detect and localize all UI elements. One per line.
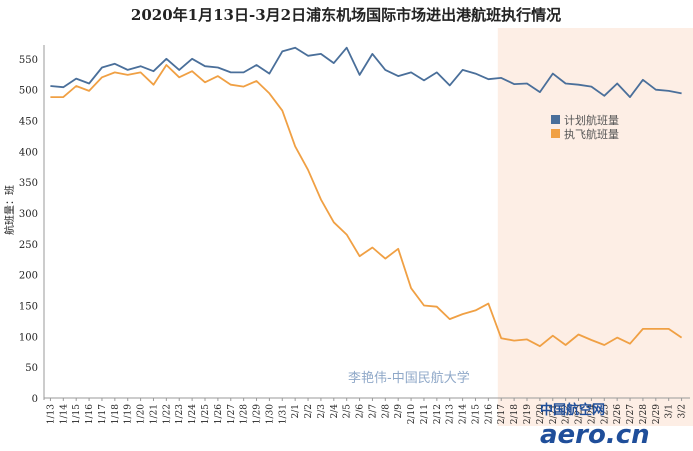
series-line-2: [50, 64, 683, 348]
logo-cn-text: 中国航空网: [540, 402, 605, 418]
x-tick-label: 1/31: [278, 404, 288, 424]
x-tick-label: 1/24: [188, 404, 198, 424]
legend-swatch-1: [551, 115, 560, 124]
y-tick-label: 100: [19, 332, 38, 343]
legend-label-2: 执飞航班量: [564, 127, 619, 141]
x-tick-label: 2/20: [536, 404, 546, 424]
x-tick-label: 2/3: [317, 404, 327, 419]
x-tick-label: 3/1: [665, 404, 675, 418]
x-tick-label: 1/21: [149, 404, 159, 424]
x-tick-label: 2/2: [304, 404, 314, 418]
x-tick-label: 2/1: [291, 404, 301, 418]
legend-label-1: 计划航班量: [564, 113, 619, 127]
x-ticks: 1/13 1/14 1/15 1/16 1/17 1/18 1/19 1/20 1/21 1/22…: [46, 398, 688, 424]
x-tick-label: 3/2: [678, 404, 688, 418]
x-tick-label: 2/16: [484, 404, 494, 424]
y-tick-label: 200: [19, 271, 38, 282]
x-tick-label: 2/23: [575, 404, 585, 424]
x-tick-label: 2/8: [381, 404, 391, 419]
y-tick-label: 350: [19, 178, 38, 189]
y-tick-label: 550: [19, 55, 38, 66]
y-axis-label: 航班量：班: [3, 185, 16, 235]
x-tick-label: 1/23: [175, 404, 185, 424]
x-tick-label: 2/28: [639, 404, 649, 424]
series-lines: [50, 46, 683, 348]
x-tick-label: 2/21: [549, 404, 559, 424]
y-tick-label: 450: [19, 117, 38, 128]
x-tick-label: 2/9: [394, 404, 404, 419]
x-tick-label: 2/13: [446, 404, 456, 424]
x-tick-label: 1/29: [253, 404, 263, 424]
x-tick-label: 1/18: [111, 404, 121, 424]
x-tick-label: 1/25: [201, 404, 211, 424]
y-tick-label: 0: [32, 394, 38, 405]
x-tick-label: 2/17: [497, 404, 507, 424]
x-tick-label: 2/29: [652, 404, 662, 424]
y-tick-label: 300: [19, 209, 38, 220]
x-tick-label: 2/5: [343, 404, 353, 419]
x-tick-label: 1/16: [85, 404, 95, 424]
x-tick-label: 1/17: [98, 404, 108, 424]
chart-title: 2020年1月13日-3月2日浦东机场国际市场进出港航班执行情况: [131, 6, 561, 24]
y-tick-label: 50: [25, 363, 38, 374]
x-tick-label: 2/22: [562, 404, 572, 424]
series-line-1: [50, 46, 682, 98]
x-tick-label: 2/7: [368, 404, 378, 419]
x-tick-label: 1/13: [46, 404, 56, 424]
forecast-region: [497, 28, 693, 426]
x-tick-label: 2/24: [587, 404, 597, 424]
x-tick-label: 2/10: [407, 404, 417, 424]
x-tick-label: 1/19: [124, 404, 134, 424]
x-tick-label: 2/14: [459, 404, 469, 424]
x-tick-label: 2/18: [510, 404, 520, 424]
x-tick-label: 1/22: [162, 404, 172, 424]
x-tick-label: 2/19: [523, 404, 533, 424]
legend-swatch-2: [551, 129, 560, 138]
x-tick-label: 1/27: [227, 404, 237, 424]
y-tick-label: 150: [19, 302, 38, 313]
x-tick-label: 1/28: [240, 404, 250, 424]
logo-en-text: aero.cn: [540, 420, 650, 450]
x-tick-label: 2/11: [420, 404, 430, 424]
x-tick-label: 2/27: [626, 404, 636, 424]
y-tick-label: 400: [19, 147, 38, 158]
y-ticks: 0 50 100 150 200 250 300 350 400 450 500 550: [19, 55, 38, 405]
watermark-text: 李艳伟-中国民航大学: [348, 370, 470, 386]
x-tick-label: 2/25: [600, 404, 610, 424]
x-tick-label: 2/15: [471, 404, 481, 424]
x-tick-label: 2/6: [356, 404, 366, 419]
x-tick-label: 1/15: [72, 404, 82, 424]
aero-logo: 中国航空网 aero.cn: [540, 402, 650, 450]
y-tick-label: 250: [19, 240, 38, 251]
x-tick-label: 1/20: [137, 404, 147, 424]
x-tick-label: 1/14: [59, 404, 69, 424]
x-tick-label: 2/26: [613, 404, 623, 424]
x-tick-label: 2/12: [433, 404, 443, 424]
x-tick-label: 1/30: [265, 404, 275, 424]
x-tick-label: 1/26: [214, 404, 224, 424]
y-tick-label: 500: [19, 86, 38, 97]
x-tick-label: 2/4: [330, 404, 340, 419]
